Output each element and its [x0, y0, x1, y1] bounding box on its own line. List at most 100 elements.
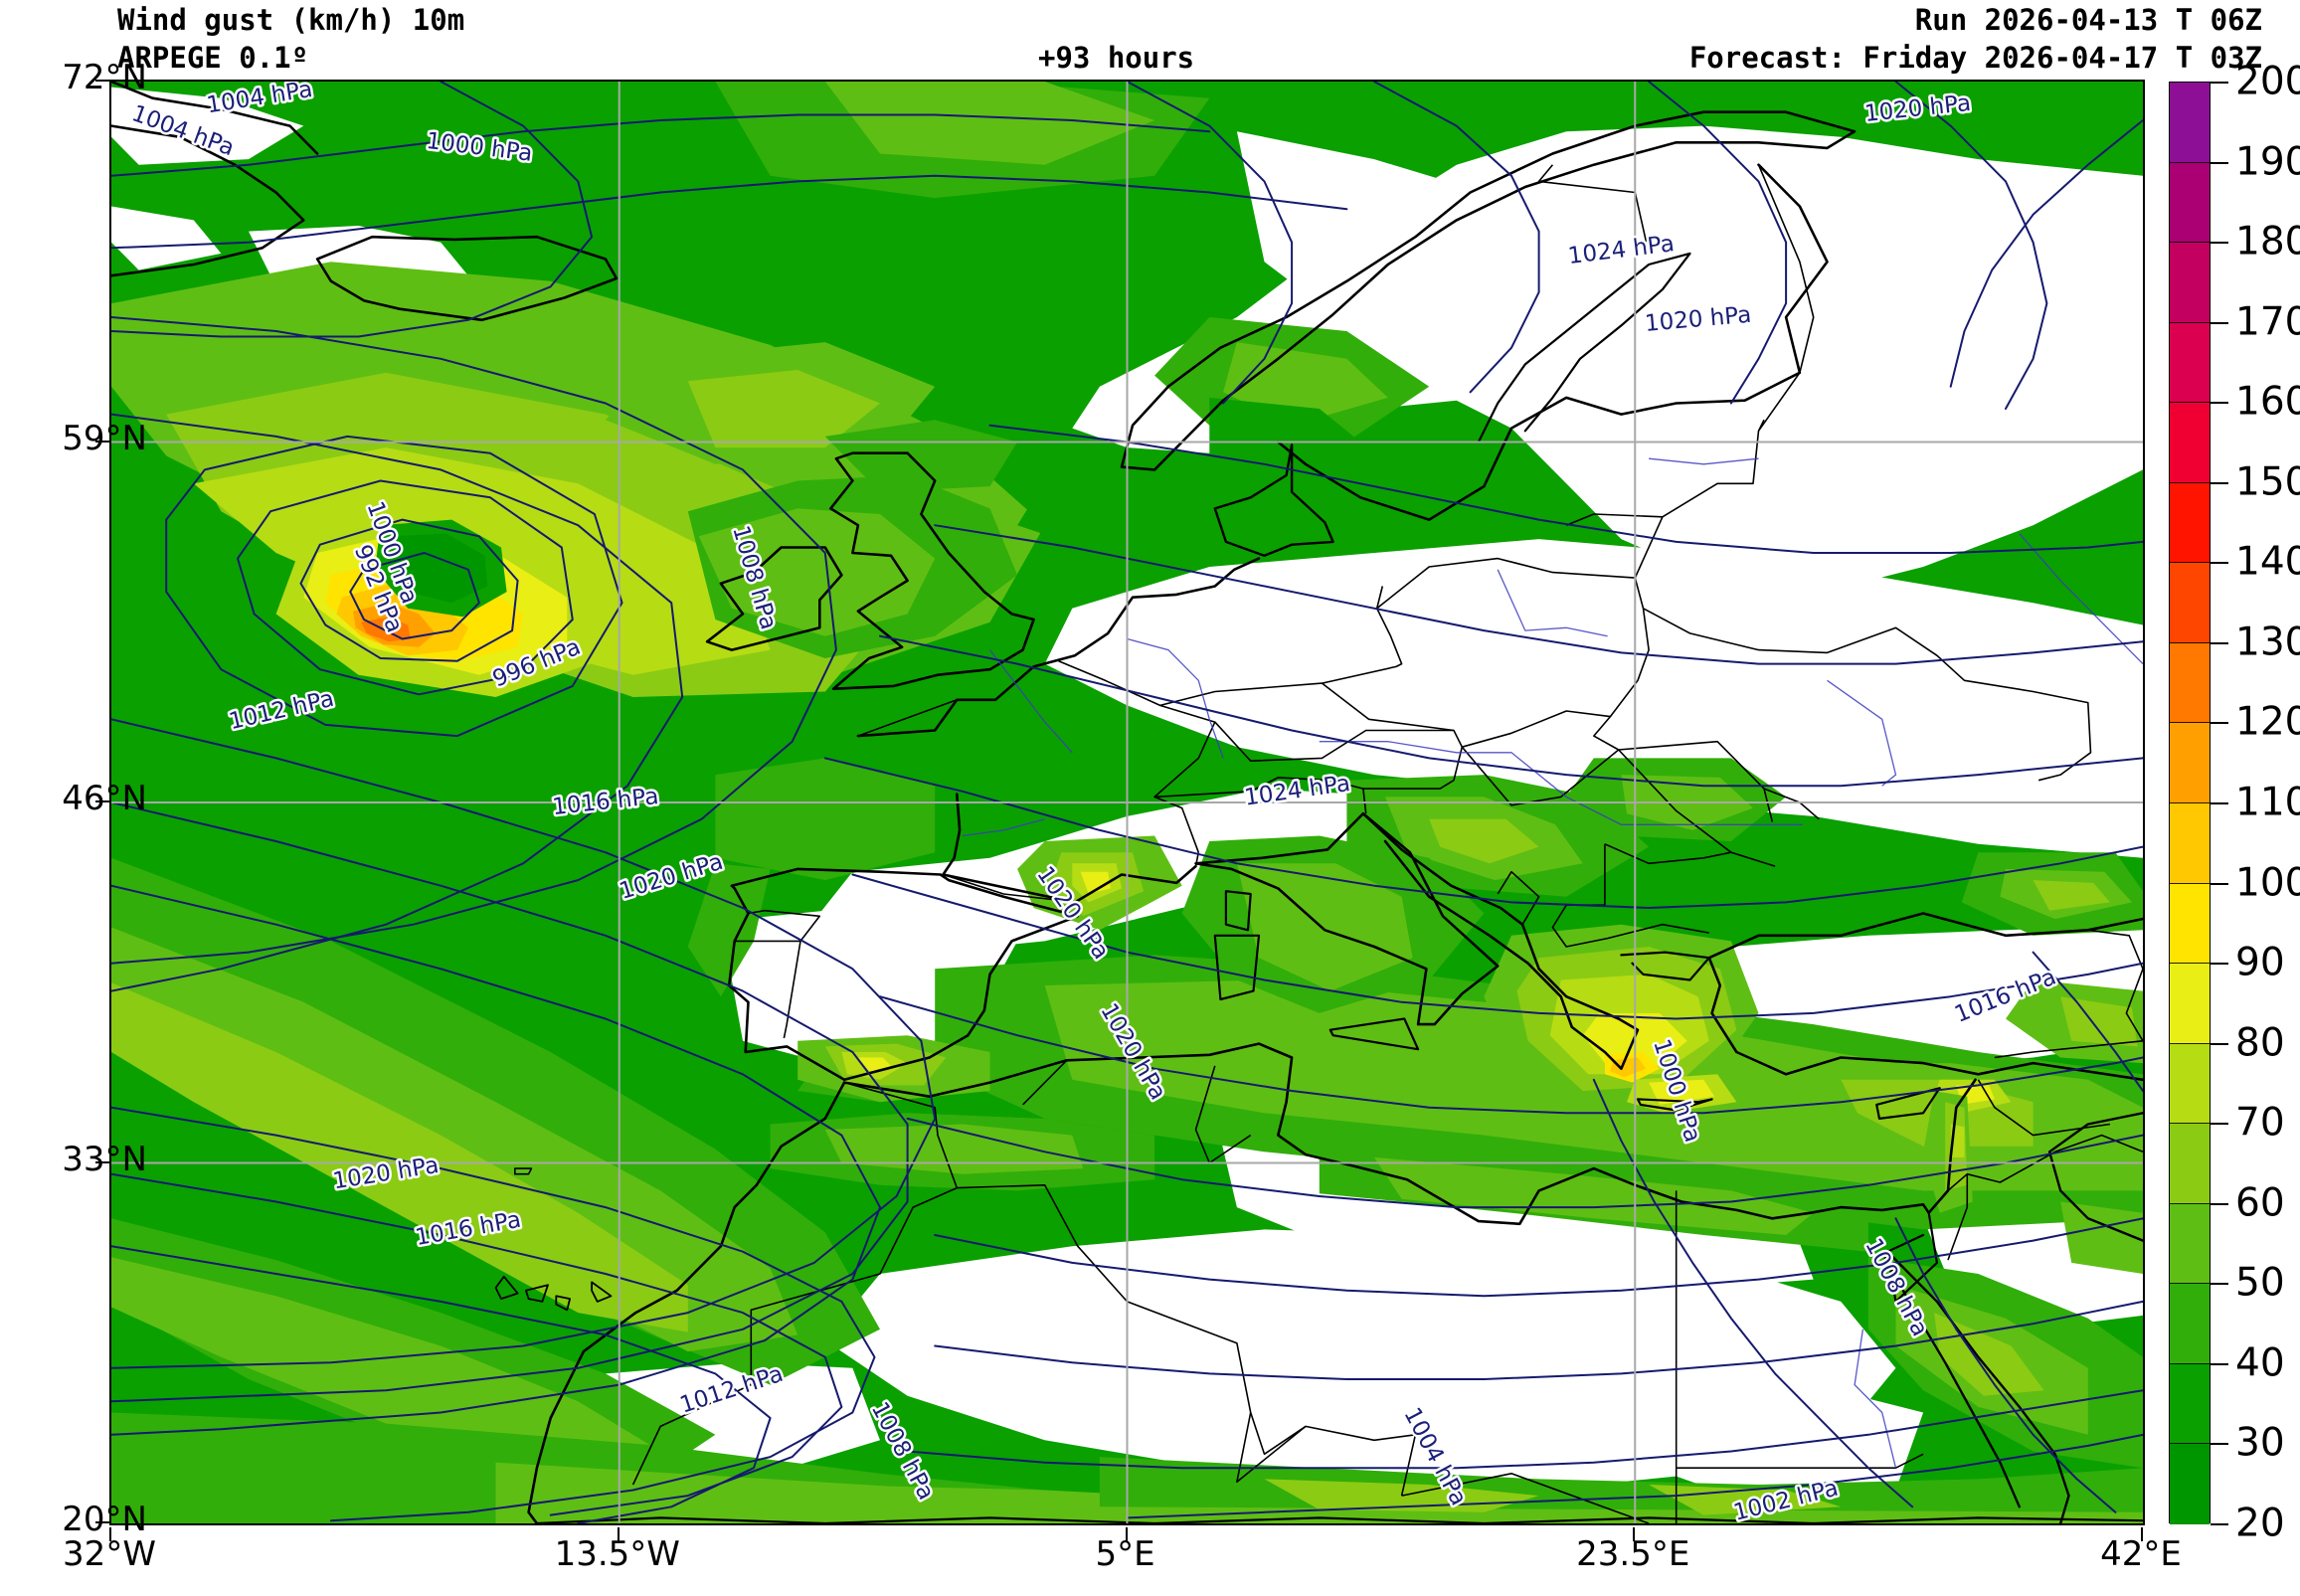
colorbar-tick: [2211, 882, 2228, 885]
colorbar-tick-label: 110: [2235, 780, 2300, 825]
y-axis-tick: [95, 440, 109, 443]
colorbar-tick-label: 180: [2235, 219, 2300, 265]
y-axis-tick-label: 33°N: [62, 1139, 147, 1179]
colorbar-minor-line: [2169, 882, 2211, 884]
colorbar-tick: [2211, 481, 2228, 484]
x-axis-tick: [617, 1527, 619, 1541]
colorbar-segment: [2170, 723, 2210, 803]
colorbar-minor-line: [2169, 1283, 2211, 1285]
colorbar-minor-line: [2169, 1123, 2211, 1125]
isobars: [111, 82, 2143, 1523]
x-axis-tick: [1633, 1527, 1636, 1541]
colorbar-tick-label: 40: [2235, 1340, 2285, 1386]
colorbar-tick-label: 20: [2235, 1501, 2285, 1546]
colorbar-tick: [2211, 1042, 2228, 1045]
run-label: Run 2026-04-13 T 06Z: [1914, 3, 2262, 37]
colorbar-segment: [2170, 1124, 2210, 1204]
colorbar-tick: [2211, 1443, 2228, 1446]
colorbar-tick: [2211, 641, 2228, 644]
colorbar-tick-label: 100: [2235, 860, 2300, 906]
colorbar-tick: [2211, 1283, 2228, 1286]
colorbar-minor-line: [2169, 562, 2211, 564]
colorbar-minor-line: [2169, 321, 2211, 323]
colorbar-tick: [2211, 1362, 2228, 1365]
x-axis-tick: [1125, 1527, 1128, 1541]
colorbar-tick: [2211, 562, 2228, 565]
colorbar-minor-line: [2169, 1202, 2211, 1204]
colorbar-minor-line: [2169, 1042, 2211, 1044]
colorbar-tick-label: 60: [2235, 1180, 2285, 1226]
colorbar-segment: [2170, 1363, 2210, 1445]
colorbar-tick: [2211, 963, 2228, 966]
colorbar-segment: [2170, 162, 2210, 244]
y-axis-tick: [95, 800, 109, 802]
colorbar-segment: [2170, 1203, 2210, 1285]
colorbar-segment: [2170, 243, 2210, 323]
colorbar-segment: [2170, 964, 2210, 1044]
y-axis-tick-label: 72°N: [62, 58, 147, 97]
y-axis-tick-label: 20°N: [62, 1500, 147, 1539]
colorbar-segment: [2170, 642, 2210, 724]
colorbar-minor-line: [2169, 161, 2211, 163]
colorbar-tick-label: 80: [2235, 1020, 2285, 1066]
colorbar-minor-line: [2169, 802, 2211, 803]
colorbar-tick: [2211, 161, 2228, 164]
colorbar-tick: [2211, 1523, 2228, 1525]
colorbar-tick-label: 170: [2235, 299, 2300, 345]
coastlines: [111, 82, 2143, 1523]
colorbar-minor-line: [2169, 242, 2211, 244]
forecast-label: Forecast: Friday 2026-04-17 T 03Z: [1688, 41, 2262, 75]
colorbar-tick: [2211, 722, 2228, 725]
colorbar-segment: [2170, 563, 2210, 643]
colorbar-tick: [2211, 802, 2228, 804]
colorbar-tick: [2211, 82, 2228, 84]
y-axis-tick: [95, 1160, 109, 1163]
colorbar-minor-line: [2169, 82, 2211, 83]
colorbar-segment: [2170, 403, 2210, 483]
map-title: Wind gust (km/h) 10m: [117, 3, 465, 37]
map-plot-area[interactable]: 1004 hPa 1004 hPa 1004 hPa 1004 hPa 1000 hPa…: [109, 80, 2145, 1525]
colorbar-tick: [2211, 402, 2228, 405]
colorbar-minor-line: [2169, 722, 2211, 724]
colorbar-minor-line: [2169, 402, 2211, 404]
colorbar-tick-label: 70: [2235, 1100, 2285, 1146]
colorbar-tick: [2211, 242, 2228, 245]
colorbar-minor-line: [2169, 481, 2211, 483]
x-axis-tick: [109, 1527, 111, 1541]
colorbar-segment: [2170, 1043, 2210, 1125]
colorbar-tick-label: 90: [2235, 940, 2285, 985]
model-label: ARPEGE 0.1º: [117, 41, 309, 75]
colorbar-tick-label: 140: [2235, 539, 2300, 585]
colorbar-segment: [2170, 322, 2210, 404]
colorbar-tick: [2211, 321, 2228, 324]
colorbar-minor-line: [2169, 641, 2211, 643]
y-axis-tick-label: 59°N: [62, 418, 147, 458]
x-axis-tick: [2141, 1527, 2143, 1541]
colorbar-tick-label: 200: [2235, 59, 2300, 104]
lead-time-label: +93 hours: [1038, 41, 1195, 75]
colorbar-minor-line: [2169, 963, 2211, 965]
colorbar-segment: [2170, 1444, 2210, 1524]
graticule: [111, 82, 2143, 1523]
colorbar-tick-label: 160: [2235, 379, 2300, 425]
colorbar-tick-label: 50: [2235, 1260, 2285, 1306]
colorbar-segment: [2170, 803, 2210, 884]
colorbar-segment: [2170, 883, 2210, 965]
colorbar-tick: [2211, 1123, 2228, 1126]
colorbar-tick-label: 150: [2235, 459, 2300, 505]
colorbar-segment: [2170, 482, 2210, 564]
y-axis-tick: [95, 1521, 109, 1523]
colorbar-tick-label: 130: [2235, 620, 2300, 665]
colorbar-tick-label: 190: [2235, 139, 2300, 185]
colorbar-tick-label: 120: [2235, 699, 2300, 745]
colorbar-segment: [2170, 83, 2210, 163]
colorbar-segment: [2170, 1284, 2210, 1364]
colorbar-tick-label: 30: [2235, 1420, 2285, 1466]
colorbar-tick: [2211, 1202, 2228, 1205]
colorbar-minor-line: [2169, 1362, 2211, 1364]
y-axis-tick: [95, 80, 109, 82]
colorbar-minor-line: [2169, 1443, 2211, 1445]
y-axis-tick-label: 46°N: [62, 779, 147, 818]
